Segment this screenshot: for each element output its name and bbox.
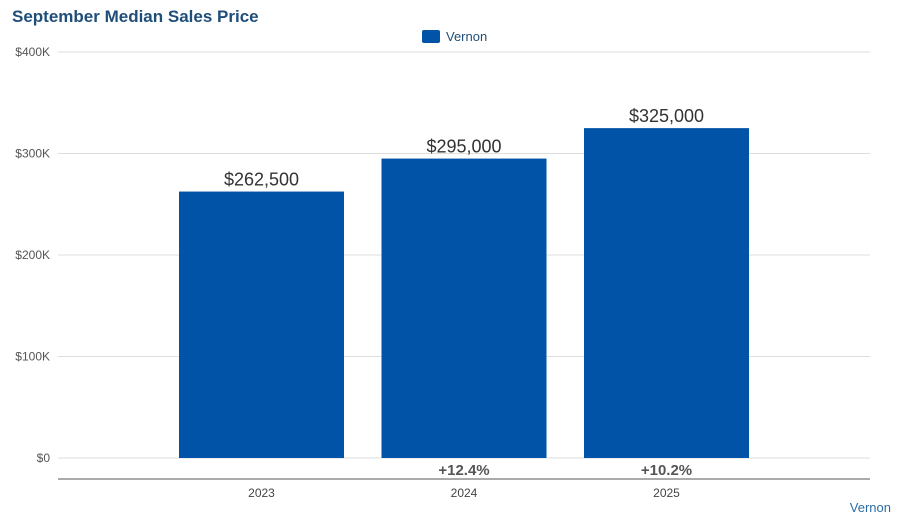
chart-title: September Median Sales Price <box>12 7 259 26</box>
bar-value-label: $262,500 <box>224 170 299 190</box>
legend: Vernon <box>422 29 487 44</box>
y-tick-label: $400K <box>15 45 50 59</box>
bar <box>179 191 344 458</box>
y-tick-label: $200K <box>15 248 50 262</box>
y-tick-label: $0 <box>37 451 51 465</box>
legend-label: Vernon <box>446 29 488 44</box>
y-tick-label: $100K <box>15 350 50 364</box>
change-label: +10.2% <box>641 462 692 479</box>
y-tick-label: $300K <box>15 147 50 161</box>
footer-label: Vernon <box>849 500 891 515</box>
x-tick-label: 2023 <box>248 486 275 500</box>
bar-value-label: $295,000 <box>426 137 501 157</box>
change-label: +12.4% <box>438 462 489 479</box>
bar-value-label: $325,000 <box>629 106 704 126</box>
x-tick-label: 2024 <box>451 486 478 500</box>
bar <box>381 158 547 458</box>
x-tick-label: 2025 <box>653 486 680 500</box>
bar <box>584 128 749 458</box>
legend-swatch <box>422 30 440 43</box>
